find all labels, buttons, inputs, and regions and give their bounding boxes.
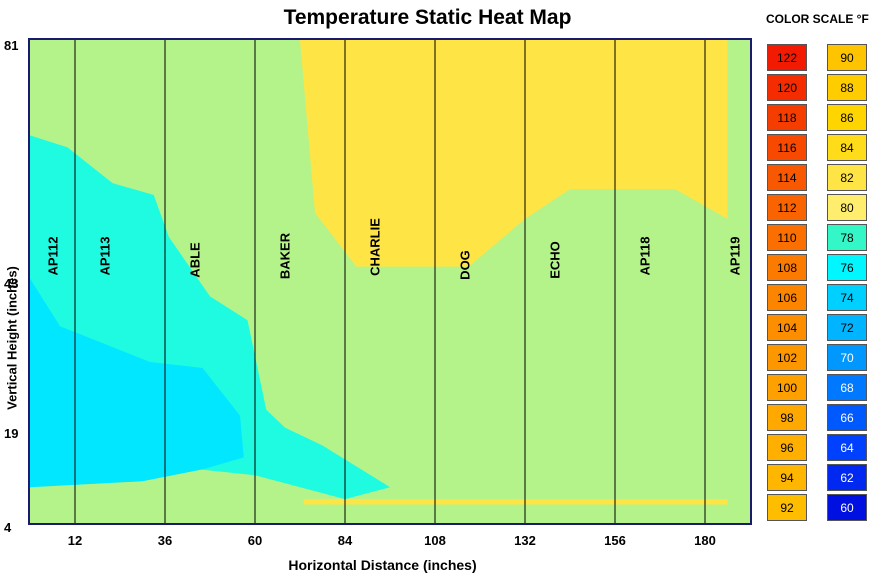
color-scale-swatch: 68 bbox=[827, 374, 867, 401]
sensor-label-baker: BAKER bbox=[277, 232, 293, 280]
color-scale-swatch: 90 bbox=[827, 44, 867, 71]
color-scale-swatch: 114 bbox=[767, 164, 807, 191]
color-scale-swatch: 112 bbox=[767, 194, 807, 221]
sensor-label-charlie: CHARLIE bbox=[367, 218, 383, 277]
color-scale-swatch: 106 bbox=[767, 284, 807, 311]
color-scale-swatch: 84 bbox=[827, 134, 867, 161]
color-scale-swatch: 96 bbox=[767, 434, 807, 461]
x-tick-label: 84 bbox=[337, 533, 353, 548]
color-scale-swatch: 118 bbox=[767, 104, 807, 131]
y-tick-label: 81 bbox=[4, 38, 19, 53]
plot-frame bbox=[28, 38, 752, 525]
color-scale-title: COLOR SCALE °F bbox=[766, 12, 869, 26]
sensor-label-ap118: AP118 bbox=[637, 236, 653, 276]
color-scale-swatch: 66 bbox=[827, 404, 867, 431]
color-scale-swatch: 104 bbox=[767, 314, 807, 341]
sensor-label-dog: DOG bbox=[457, 249, 473, 280]
color-scale-swatch: 70 bbox=[827, 344, 867, 371]
color-scale-swatch: 94 bbox=[767, 464, 807, 491]
color-scale-swatch: 92 bbox=[767, 494, 807, 521]
color-scale-swatch: 62 bbox=[827, 464, 867, 491]
x-tick-label: 12 bbox=[67, 533, 83, 548]
color-scale-swatch: 78 bbox=[827, 224, 867, 251]
color-scale-swatch: 74 bbox=[827, 284, 867, 311]
color-scale-swatch: 100 bbox=[767, 374, 807, 401]
y-tick-label: 43 bbox=[4, 276, 19, 291]
color-scale-swatch: 98 bbox=[767, 404, 807, 431]
color-scale-swatch: 108 bbox=[767, 254, 807, 281]
color-scale-swatch: 102 bbox=[767, 344, 807, 371]
x-tick-label: 132 bbox=[514, 533, 536, 548]
x-tick-label: 108 bbox=[424, 533, 446, 548]
color-scale-swatch: 110 bbox=[767, 224, 807, 251]
chart-title: Temperature Static Heat Map bbox=[283, 6, 572, 29]
y-tick-label: 4 bbox=[4, 520, 12, 535]
color-scale-swatch: 64 bbox=[827, 434, 867, 461]
sensor-label-echo: ECHO bbox=[547, 241, 563, 280]
x-axis-label: Horizontal Distance (inches) bbox=[288, 557, 477, 573]
color-scale-swatch: 120 bbox=[767, 74, 807, 101]
sensor-label-ap112: AP112 bbox=[45, 236, 60, 276]
x-tick-label: 36 bbox=[157, 533, 173, 548]
color-scale-swatch: 86 bbox=[827, 104, 867, 131]
x-tick-label: 60 bbox=[247, 533, 263, 548]
color-scale-swatch: 116 bbox=[767, 134, 807, 161]
color-scale-swatch: 72 bbox=[827, 314, 867, 341]
x-tick-label: 180 bbox=[694, 533, 716, 548]
color-scale-swatch: 60 bbox=[827, 494, 867, 521]
x-tick-label: 156 bbox=[604, 533, 626, 548]
heat-zone-76 bbox=[30, 278, 244, 488]
color-scale-swatch: 76 bbox=[827, 254, 867, 281]
sensor-label-ap119: AP119 bbox=[727, 236, 743, 276]
color-scale-swatch: 122 bbox=[767, 44, 807, 71]
color-scale-swatch: 80 bbox=[827, 194, 867, 221]
color-scale-swatch: 82 bbox=[827, 164, 867, 191]
color-scale-swatch: 88 bbox=[827, 74, 867, 101]
sensor-label-ap113: AP113 bbox=[97, 236, 113, 276]
sensor-label-able: ABLE bbox=[187, 242, 203, 279]
y-tick-label: 19 bbox=[4, 426, 19, 441]
